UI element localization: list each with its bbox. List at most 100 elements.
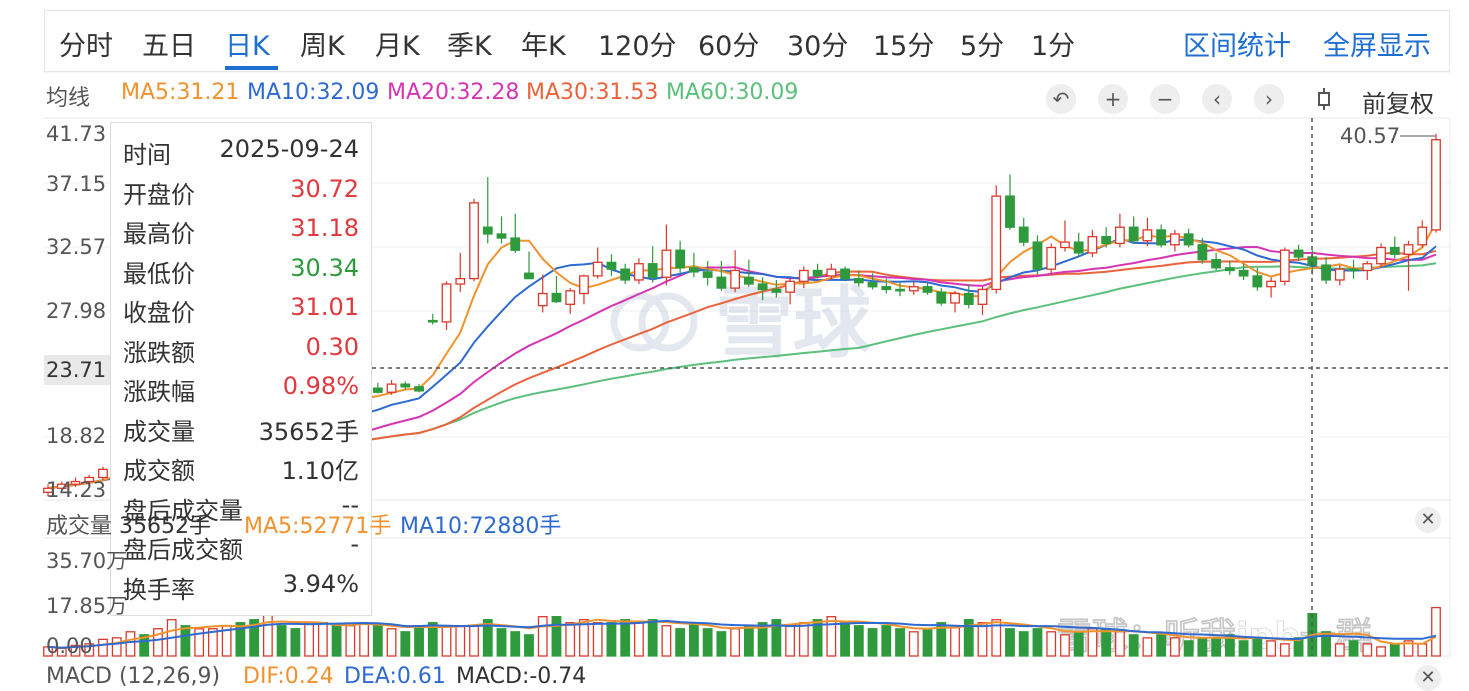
candle [895, 282, 905, 297]
undo-icon[interactable]: ↶ [1046, 84, 1076, 114]
candle [1087, 229, 1098, 257]
candle [1073, 232, 1084, 257]
tooltip-label: 开盘价 [123, 180, 195, 209]
macd-dea-legend: DEA:0.61 [344, 664, 446, 689]
volume-bar [304, 622, 315, 657]
tooltip-value: 2025-09-24 [219, 135, 359, 163]
volume-bar [1403, 640, 1414, 657]
price-tick-label: 23.71 [46, 358, 107, 382]
volume-bar [826, 616, 837, 657]
volume-bar [111, 637, 122, 657]
price-tick-label: 37.15 [46, 172, 107, 196]
active-tab-underline [225, 66, 278, 70]
volume-bar [359, 622, 369, 657]
volume-bar [1128, 634, 1139, 657]
volume-bar [977, 622, 988, 657]
tooltip-label: 时间 [123, 141, 171, 169]
tab-9[interactable]: 30分 [787, 31, 849, 62]
tooltip-row: 最低价 30.34 [123, 254, 359, 290]
chevron-left-icon[interactable]: ‹ [1202, 84, 1232, 114]
ma-legend-item: MA10:32.09 [247, 80, 380, 105]
volume-bar [853, 625, 864, 657]
zoom-out-icon[interactable]: − [1150, 84, 1180, 114]
candle [1252, 267, 1263, 291]
candle [372, 382, 383, 394]
candle [414, 384, 424, 393]
price-adjust-selector[interactable]: 前复权 [1362, 90, 1434, 118]
tooltip-label: 涨跌幅 [123, 378, 195, 406]
candle [455, 252, 466, 293]
candle [826, 263, 837, 280]
candle [496, 216, 507, 244]
volume-bar [1266, 640, 1276, 657]
tab-4[interactable]: 月K [375, 31, 420, 62]
candle [1293, 244, 1304, 262]
volume-bar [537, 616, 548, 657]
tooltip-label: 最高价 [123, 220, 195, 248]
candle [963, 284, 974, 309]
volume-bar [496, 628, 507, 657]
tab-10[interactable]: 15分 [873, 31, 935, 62]
candle [441, 281, 452, 331]
volume-bar [153, 628, 163, 657]
tab-2[interactable]: 日K [225, 31, 270, 62]
ma-legend-item: MA20:32.28 [387, 80, 520, 105]
tab-7[interactable]: 120分 [598, 31, 677, 62]
volume-bar [400, 631, 411, 657]
tooltip-label: 最低价 [123, 259, 195, 288]
volume-bar [98, 638, 108, 657]
candle [70, 477, 81, 487]
volume-label: 成交量 [46, 514, 113, 539]
candle [537, 274, 548, 313]
candle [427, 313, 438, 325]
candle [592, 247, 603, 279]
candle [1376, 243, 1386, 268]
candle [620, 263, 631, 285]
chevron-right-icon[interactable]: › [1254, 84, 1284, 114]
candle [1238, 263, 1249, 280]
volume-bar [1417, 643, 1428, 657]
zoom-in-icon[interactable]: + [1098, 84, 1128, 114]
tooltip-value: 31.18 [290, 214, 359, 242]
volume-bar [606, 622, 617, 657]
tooltip-row: 收盘价 31.01 [123, 293, 359, 329]
range-stats-button[interactable]: 区间统计 [1183, 31, 1291, 62]
tab-11[interactable]: 5分 [960, 31, 1005, 62]
volume-bar [908, 631, 919, 657]
tab-5[interactable]: 季K [447, 31, 492, 62]
tooltip-row: 开盘价 30.72 [123, 175, 359, 211]
tooltip-value: 35652手 [258, 417, 359, 446]
candle [56, 481, 67, 491]
volume-bar [895, 628, 905, 657]
close-macd-panel-icon[interactable]: ✕ [1415, 665, 1441, 691]
volume-bar [194, 628, 205, 657]
close-volume-panel-icon[interactable]: ✕ [1415, 507, 1441, 533]
candle [98, 466, 108, 481]
volume-bar [785, 625, 796, 657]
candle [510, 213, 521, 253]
candle-icon[interactable] [1309, 84, 1339, 114]
candle [812, 263, 823, 279]
volume-bar [262, 612, 273, 657]
candle [565, 288, 576, 314]
volume-bar [963, 619, 974, 657]
volume-bar [1376, 646, 1386, 657]
candle [771, 279, 782, 298]
fullscreen-button[interactable]: 全屏显示 [1323, 31, 1431, 62]
macd-dif-legend: DIF:0.24 [243, 664, 334, 689]
tab-8[interactable]: 60分 [698, 31, 760, 62]
volume-bar [716, 631, 727, 657]
volume-ma10-line [47, 619, 1437, 649]
tooltip-value: -- [341, 490, 359, 519]
tab-6[interactable]: 年K [521, 31, 566, 62]
volume-bar [579, 619, 589, 657]
tab-0[interactable]: 分时 [59, 31, 113, 62]
volume-bar [1142, 637, 1153, 657]
tab-1[interactable]: 五日 [142, 31, 196, 62]
candle [936, 288, 947, 306]
tab-3[interactable]: 周K [300, 31, 345, 62]
volume-bar [70, 644, 81, 657]
candle [977, 286, 988, 316]
tab-12[interactable]: 1分 [1031, 31, 1076, 62]
volume-bar [1005, 628, 1015, 657]
